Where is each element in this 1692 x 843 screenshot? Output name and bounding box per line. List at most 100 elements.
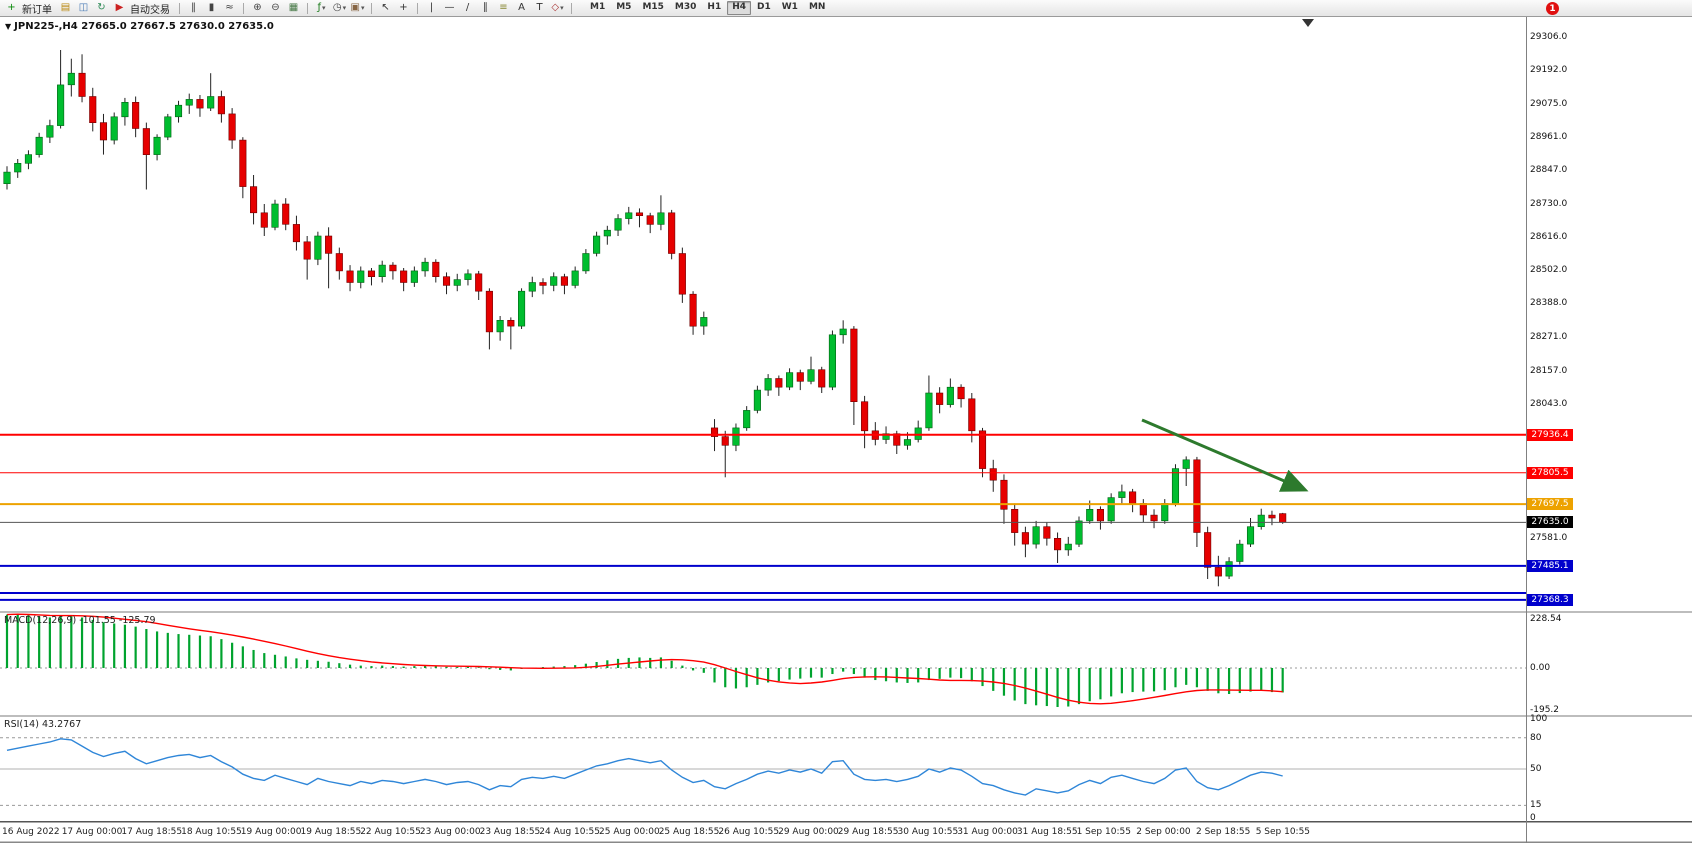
time-label: 24 Aug 10:55 xyxy=(539,827,600,837)
text-button[interactable]: A xyxy=(513,1,530,15)
macd-label: MACD(12,26,9) -101.55 -125.79 xyxy=(4,615,156,626)
rsi-scale-label: 100 xyxy=(1530,714,1548,724)
channel-icon: ∥ xyxy=(483,2,488,13)
time-label: 31 Aug 00:00 xyxy=(957,827,1018,837)
candles-layer xyxy=(3,50,1287,587)
chart-shift-marker[interactable] xyxy=(1302,19,1314,27)
tile-windows-button[interactable]: ▦ xyxy=(285,1,302,15)
new-order-button[interactable]: + xyxy=(3,1,20,15)
macd-scale-label: 0.00 xyxy=(1530,663,1551,673)
trendline-button[interactable]: / xyxy=(459,1,476,15)
price-axis-label: 28847.0 xyxy=(1530,165,1568,176)
channel-button[interactable]: ∥ xyxy=(477,1,494,15)
timeframe-m1-button[interactable]: M1 xyxy=(590,2,606,13)
chevron-down-icon: ▾ xyxy=(322,3,326,12)
indicators-button[interactable]: ƒ ▾ xyxy=(313,1,330,15)
candlestick-chart-icon: ▮ xyxy=(208,2,215,13)
line-chart-icon: ≈ xyxy=(225,2,234,13)
chart-collapse-icon[interactable]: ▼ xyxy=(5,22,12,31)
price-axis-label: 27581.0 xyxy=(1530,533,1568,544)
price-axis-label: 28388.0 xyxy=(1530,298,1568,309)
timeframe-m5-button[interactable]: M5 xyxy=(616,2,632,13)
rsi-scale-label: 0 xyxy=(1530,813,1536,823)
macd-name: MACD(12,26,9) xyxy=(4,615,77,626)
label-button[interactable]: T xyxy=(531,1,548,15)
trend-arrow[interactable] xyxy=(1141,418,1309,492)
price-line-badge[interactable]: 27936.4 xyxy=(1527,428,1573,441)
vertical-line-button[interactable]: | xyxy=(423,1,440,15)
vertical-line-icon: | xyxy=(429,2,434,13)
rsi-name: RSI(14) xyxy=(4,719,39,730)
timeframe-mn-button[interactable]: MN xyxy=(808,2,826,13)
indicators-icon: ƒ xyxy=(317,2,321,13)
price-axis-label: 29192.0 xyxy=(1530,64,1568,75)
time-label: 17 Aug 00:00 xyxy=(61,827,123,837)
time-label: 25 Aug 18:55 xyxy=(658,827,720,837)
timeframe-m15-button[interactable]: M15 xyxy=(642,2,664,13)
macd-main-value: -101.55 xyxy=(79,615,116,626)
timeframe-m30-button[interactable]: M30 xyxy=(674,2,697,13)
time-label: 19 Aug 18:55 xyxy=(300,827,362,837)
text-icon: A xyxy=(518,2,525,13)
notification-badge[interactable]: 1 xyxy=(1546,2,1559,15)
price-axis-label: 28961.0 xyxy=(1530,131,1568,142)
time-label: 29 Aug 00:00 xyxy=(778,827,839,837)
cursor-button[interactable]: ↖ xyxy=(377,1,394,15)
bar-chart-icon: ‖ xyxy=(191,2,196,13)
refresh-button[interactable]: ↻ xyxy=(93,1,110,15)
timeframe-w1-button[interactable]: W1 xyxy=(781,2,798,13)
profiles-button[interactable]: ◫ xyxy=(75,1,92,15)
chart-title: ▼ JPN225-,H4 27665.0 27667.5 27630.0 2763… xyxy=(5,21,274,32)
macd-scale-label: 228.54 xyxy=(1530,614,1562,624)
time-label: 2 Sep 00:00 xyxy=(1136,827,1191,837)
macd-signal-line xyxy=(6,613,1283,705)
periods-icon: ◷ xyxy=(332,2,342,13)
macd-histogram xyxy=(5,613,1284,708)
toolbar-separator xyxy=(243,2,244,14)
panel-separator[interactable] xyxy=(0,715,1692,717)
fibonacci-button[interactable]: ≡ xyxy=(495,1,512,15)
price-line-badge[interactable]: 27485.1 xyxy=(1527,559,1573,572)
window-bottom-border xyxy=(0,841,1692,843)
price-axis-label: 28616.0 xyxy=(1530,232,1568,243)
time-label: 18 Aug 10:55 xyxy=(181,827,242,837)
zoom-in-button[interactable]: ⊕ xyxy=(249,1,266,15)
label-icon: T xyxy=(536,2,543,13)
panel-separator[interactable] xyxy=(0,611,1692,613)
autotrading-button[interactable]: ▶ xyxy=(111,1,128,15)
new-order-icon: + xyxy=(7,2,16,13)
time-label: 1 Sep 10:55 xyxy=(1076,827,1131,837)
time-axis-border xyxy=(0,821,1692,823)
timeframe-d1-button[interactable]: D1 xyxy=(757,2,771,13)
time-label: 29 Aug 18:55 xyxy=(837,827,899,837)
candlestick-chart-button[interactable]: ▮ xyxy=(203,1,220,15)
toolbar-separator xyxy=(179,2,180,14)
price-line-badge[interactable]: 27635.0 xyxy=(1527,516,1573,529)
time-label: 23 Aug 18:55 xyxy=(479,827,541,837)
crosshair-button[interactable]: + xyxy=(395,1,412,15)
rsi-scale-label: 15 xyxy=(1530,800,1542,811)
new-order-label: 新订单 xyxy=(22,4,52,16)
price-line-badge[interactable]: 27697.5 xyxy=(1527,498,1573,511)
rsi-scale-label: 50 xyxy=(1530,764,1542,774)
time-label: 26 Aug 10:55 xyxy=(718,827,780,837)
arrows-button[interactable]: ◇ ▾ xyxy=(549,1,566,15)
trendline-icon: / xyxy=(465,2,470,13)
periods-button[interactable]: ◷ ▾ xyxy=(331,1,348,15)
timeframe-h1-button[interactable]: H1 xyxy=(707,2,722,13)
price-line-badge[interactable]: 27805.5 xyxy=(1527,466,1573,479)
horizontal-line-button[interactable]: — xyxy=(441,1,458,15)
cursor-icon: ↖ xyxy=(381,2,390,13)
market-watch-button[interactable]: ▤ xyxy=(57,1,74,15)
price-line-badge[interactable]: 27368.3 xyxy=(1527,593,1573,606)
line-chart-button[interactable]: ≈ xyxy=(221,1,238,15)
zoom-in-icon: ⊕ xyxy=(253,2,262,13)
templates-button[interactable]: ▣ ▾ xyxy=(349,1,366,15)
bar-chart-button[interactable]: ‖ xyxy=(185,1,202,15)
zoom-out-button[interactable]: ⊖ xyxy=(267,1,284,15)
price-axis-label: 29306.0 xyxy=(1530,31,1568,42)
rsi-value: 43.2767 xyxy=(41,719,82,730)
timeframe-h4-button[interactable]: H4 xyxy=(727,1,751,15)
time-label: 5 Sep 10:55 xyxy=(1255,827,1311,837)
